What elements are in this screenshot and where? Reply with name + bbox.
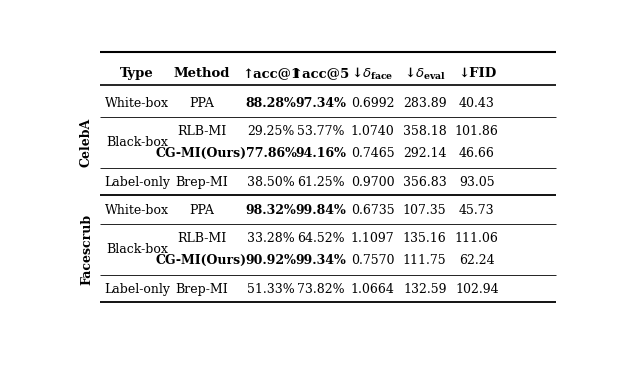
Text: Type: Type: [120, 67, 154, 80]
Text: Black-box: Black-box: [106, 136, 168, 149]
Text: 53.77%: 53.77%: [297, 125, 344, 138]
Text: 111.75: 111.75: [403, 254, 447, 268]
Text: Black-box: Black-box: [106, 243, 168, 256]
Text: 356.83: 356.83: [403, 176, 447, 188]
Text: 88.28%: 88.28%: [246, 97, 296, 109]
Text: 0.9700: 0.9700: [351, 176, 394, 188]
Text: 102.94: 102.94: [455, 283, 499, 296]
Text: 0.7465: 0.7465: [351, 147, 394, 160]
Text: ↑acc@5: ↑acc@5: [291, 67, 349, 80]
Text: 51.33%: 51.33%: [247, 283, 295, 296]
Text: CG-MI(Ours): CG-MI(Ours): [156, 254, 247, 268]
Text: White-box: White-box: [105, 204, 169, 217]
Text: Label-only: Label-only: [104, 176, 170, 188]
Text: Facescrub: Facescrub: [80, 214, 93, 285]
Text: 45.73: 45.73: [459, 204, 495, 217]
Text: 1.0664: 1.0664: [351, 283, 395, 296]
Text: 0.6992: 0.6992: [351, 97, 394, 109]
Text: 292.14: 292.14: [403, 147, 447, 160]
Text: White-box: White-box: [105, 97, 169, 109]
Text: 73.82%: 73.82%: [297, 283, 344, 296]
Text: ↓FID: ↓FID: [458, 67, 496, 80]
Text: 135.16: 135.16: [403, 232, 447, 245]
Text: 0.6735: 0.6735: [351, 204, 394, 217]
Text: RLB-MI: RLB-MI: [177, 232, 226, 245]
Text: 94.16%: 94.16%: [295, 147, 346, 160]
Text: Brep-MI: Brep-MI: [175, 176, 228, 188]
Text: ↓$\delta_{\mathregular{eval}}$: ↓$\delta_{\mathregular{eval}}$: [404, 66, 445, 82]
Text: 98.32%: 98.32%: [246, 204, 296, 217]
Text: 99.84%: 99.84%: [295, 204, 346, 217]
Text: ↑acc@1: ↑acc@1: [242, 67, 300, 80]
Text: 1.1097: 1.1097: [351, 232, 394, 245]
Text: 93.05: 93.05: [459, 176, 495, 188]
Text: 38.50%: 38.50%: [247, 176, 295, 188]
Text: Method: Method: [173, 67, 230, 80]
Text: 99.34%: 99.34%: [295, 254, 346, 268]
Text: 358.18: 358.18: [403, 125, 447, 138]
Text: 101.86: 101.86: [455, 125, 499, 138]
Text: 90.92%: 90.92%: [246, 254, 296, 268]
Text: 62.24: 62.24: [459, 254, 495, 268]
Text: 46.66: 46.66: [459, 147, 495, 160]
Text: 97.34%: 97.34%: [295, 97, 346, 109]
Text: 107.35: 107.35: [403, 204, 447, 217]
Text: ↓$\delta_{\mathregular{face}}$: ↓$\delta_{\mathregular{face}}$: [351, 66, 394, 82]
Text: Brep-MI: Brep-MI: [175, 283, 228, 296]
Text: 132.59: 132.59: [403, 283, 447, 296]
Text: 111.06: 111.06: [455, 232, 499, 245]
Text: 77.86%: 77.86%: [246, 147, 296, 160]
Text: 0.7570: 0.7570: [351, 254, 394, 268]
Text: 1.0740: 1.0740: [351, 125, 394, 138]
Text: PPA: PPA: [189, 97, 214, 109]
Text: CG-MI(Ours): CG-MI(Ours): [156, 147, 247, 160]
Text: 40.43: 40.43: [459, 97, 495, 109]
Text: 283.89: 283.89: [403, 97, 447, 109]
Text: RLB-MI: RLB-MI: [177, 125, 226, 138]
Text: 33.28%: 33.28%: [247, 232, 295, 245]
Text: 61.25%: 61.25%: [297, 176, 344, 188]
Text: PPA: PPA: [189, 204, 214, 217]
Text: 29.25%: 29.25%: [247, 125, 294, 138]
Text: CelebA: CelebA: [80, 118, 93, 167]
Text: Label-only: Label-only: [104, 283, 170, 296]
Text: 64.52%: 64.52%: [297, 232, 344, 245]
